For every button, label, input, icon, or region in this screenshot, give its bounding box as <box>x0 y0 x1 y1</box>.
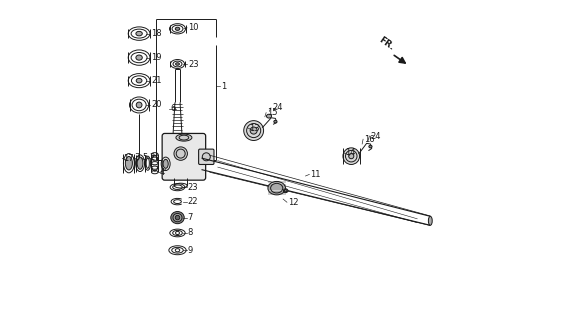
Text: 17: 17 <box>123 154 134 163</box>
Text: 12: 12 <box>288 198 298 207</box>
Ellipse shape <box>163 159 168 168</box>
Text: FR.: FR. <box>377 35 395 52</box>
Ellipse shape <box>136 102 142 108</box>
Text: 8: 8 <box>187 228 193 237</box>
Ellipse shape <box>136 78 142 83</box>
Text: 3: 3 <box>135 153 140 162</box>
Ellipse shape <box>202 153 211 161</box>
Ellipse shape <box>175 215 180 220</box>
Ellipse shape <box>175 27 180 30</box>
Ellipse shape <box>174 147 187 160</box>
Ellipse shape <box>369 145 372 148</box>
Text: 5: 5 <box>142 153 148 162</box>
Text: 23: 23 <box>188 60 199 68</box>
Text: 18: 18 <box>151 29 162 38</box>
Ellipse shape <box>126 156 132 170</box>
Text: 2: 2 <box>150 153 155 162</box>
Text: 6: 6 <box>170 104 176 113</box>
Ellipse shape <box>274 120 277 123</box>
Ellipse shape <box>268 181 285 195</box>
Text: 9: 9 <box>187 246 193 255</box>
Ellipse shape <box>283 189 288 193</box>
Ellipse shape <box>137 157 143 169</box>
Ellipse shape <box>348 154 354 159</box>
Text: 22: 22 <box>187 197 198 206</box>
FancyBboxPatch shape <box>162 133 205 180</box>
Text: 13: 13 <box>249 124 260 132</box>
Text: 16: 16 <box>364 135 375 144</box>
Text: 21: 21 <box>151 76 162 85</box>
Text: 15: 15 <box>267 108 278 117</box>
Text: 23: 23 <box>187 183 198 192</box>
Ellipse shape <box>266 114 271 118</box>
Text: 14: 14 <box>345 148 355 157</box>
FancyBboxPatch shape <box>199 149 214 164</box>
Text: 10: 10 <box>188 23 199 32</box>
Ellipse shape <box>171 212 184 224</box>
Ellipse shape <box>136 55 142 60</box>
Text: 4: 4 <box>160 168 165 177</box>
Text: 1: 1 <box>221 82 226 91</box>
Ellipse shape <box>136 31 142 36</box>
Text: 24: 24 <box>272 103 283 112</box>
Ellipse shape <box>173 213 182 222</box>
Ellipse shape <box>244 121 263 140</box>
Ellipse shape <box>428 216 432 225</box>
Ellipse shape <box>250 127 257 134</box>
Text: 7: 7 <box>187 213 193 222</box>
Ellipse shape <box>343 148 360 164</box>
Ellipse shape <box>176 63 180 65</box>
Text: 20: 20 <box>151 100 162 109</box>
Text: 19: 19 <box>151 53 162 62</box>
Text: 11: 11 <box>310 170 321 179</box>
Ellipse shape <box>176 134 192 141</box>
Text: 24: 24 <box>370 132 381 140</box>
